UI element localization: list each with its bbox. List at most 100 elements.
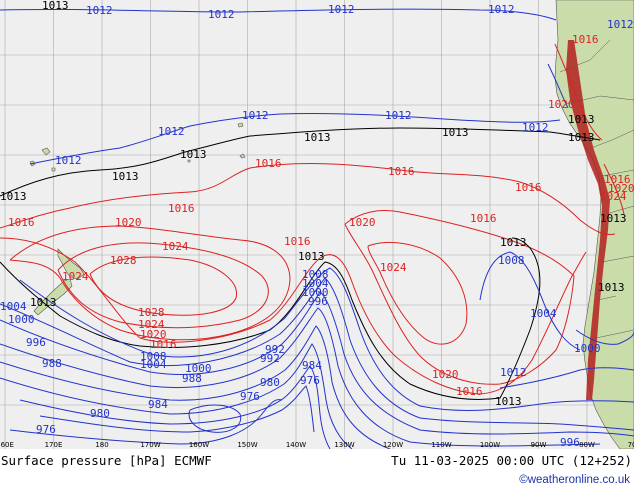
- isobar-label-low: 1004: [140, 358, 167, 371]
- isobar-label-low: 1004: [302, 277, 329, 290]
- isobar-label-high: 1020: [349, 216, 376, 229]
- map-footer: Surface pressure [hPa] ECMWF Tu 11-03-20…: [0, 449, 634, 490]
- isobar-992: [0, 325, 391, 449]
- isobar-label-low: 1012: [522, 121, 549, 134]
- lon-tick-label: 130W: [334, 441, 354, 449]
- isobar-label-high: 1020: [115, 216, 142, 229]
- isobar-label-normal: 1013: [42, 0, 69, 12]
- lon-tick-label: 120W: [383, 441, 403, 449]
- isobar-label-normal: 1013: [568, 131, 595, 144]
- isobar-label-high: 1016: [572, 33, 599, 46]
- graticule: [0, 0, 634, 449]
- isobar-label-low: 1000: [8, 313, 35, 326]
- isobar-976: [9, 399, 283, 445]
- isobar-label-low: 1012: [158, 125, 185, 138]
- lon-tick-label: 180: [95, 441, 108, 449]
- isobar-label-high: 1024: [600, 190, 627, 203]
- isobar-1016-peru: [554, 43, 603, 141]
- lon-tick-label: 160W: [189, 441, 209, 449]
- isobar-984: [19, 365, 331, 449]
- isobar-label-low: 996: [308, 295, 328, 308]
- isobar-label-low: 984: [302, 359, 322, 372]
- isobar-label-low: 1012: [86, 4, 113, 17]
- isobar-label-normal: 1013: [112, 170, 139, 183]
- isobar-label-normal: 1013: [304, 131, 331, 144]
- country-borders: [559, 39, 634, 339]
- isobar-label-high: 1016: [168, 202, 195, 215]
- isobar-label-low: 1012: [242, 109, 269, 122]
- isobar-label-low: 1004: [0, 300, 27, 313]
- isobar-label-high: 1016: [515, 181, 542, 194]
- isobar-label-low: 1008: [302, 268, 329, 281]
- isobar-label-low: 980: [90, 407, 110, 420]
- isobar-1012-east: [479, 251, 581, 351]
- isobar-label-normal: 1013: [598, 281, 625, 294]
- isobar-label-high: 1020: [140, 328, 167, 341]
- isobar-label-low: 1012: [488, 3, 515, 16]
- isobar-976-low-center: [188, 404, 242, 433]
- isobar-1013-north: [0, 127, 601, 197]
- lon-tick-label: 170W: [140, 441, 160, 449]
- isobar-label-high: 1028: [110, 254, 137, 267]
- isobar-label-low: 988: [182, 372, 202, 385]
- lon-tick-label: 80W: [579, 441, 595, 449]
- pacific-islands: [29, 122, 246, 172]
- low-pressure-isobars: [0, 8, 634, 449]
- isobar-1008: [19, 267, 634, 411]
- isobar-1008-peru: [547, 63, 569, 109]
- isobar-label-low: 988: [42, 357, 62, 370]
- isobar-1028-west: [89, 256, 237, 316]
- isobar-1020-east: [344, 210, 575, 385]
- isobar-label-low: 1008: [140, 350, 167, 363]
- isobar-label-high: 1016: [388, 165, 415, 178]
- isobar-label-normal: 1013: [495, 395, 522, 408]
- isobar-label-normal: 1013: [442, 126, 469, 139]
- isobar-label-low: 976: [300, 374, 320, 387]
- isobar-label-high: 1024: [62, 270, 89, 283]
- isobar-1020-south: [9, 225, 291, 341]
- isobar-label-high: 1020: [608, 182, 634, 195]
- lon-tick-label: 90W: [531, 441, 547, 449]
- lon-tick-label: 170E: [45, 441, 63, 449]
- isobar-1016-north: [0, 163, 616, 235]
- high-pressure-isobars: [0, 43, 625, 395]
- isobar-label-low: 1008: [498, 254, 525, 267]
- isobar-label-low: 992: [260, 352, 280, 365]
- isobar-1000: [0, 291, 634, 437]
- isobar-label-low: 1012: [328, 3, 355, 16]
- isobar-1012-lower: [499, 367, 634, 389]
- isobar-label-low: 1012: [208, 8, 235, 21]
- map-title: Surface pressure [hPa] ECMWF: [1, 453, 212, 468]
- isobar-label-high: 1016: [470, 212, 497, 225]
- isobar-label-high: 1016: [255, 157, 282, 170]
- isobar-label-low: 996: [560, 436, 580, 449]
- credit-link[interactable]: ©weatheronline.co.uk: [519, 474, 630, 486]
- isobar-label-low: 1000: [302, 286, 329, 299]
- isobar-label-high: 1024: [380, 261, 407, 274]
- isobar-label-low: 996: [26, 336, 46, 349]
- isobar-label-high: 1016: [284, 235, 311, 248]
- isobar-1024-west: [57, 242, 269, 329]
- isobar-label-low: 1012: [500, 366, 527, 379]
- isobar-label-low: 1012: [385, 109, 412, 122]
- isobar-1016-south: [0, 237, 587, 395]
- isobar-label-low: 976: [240, 390, 260, 403]
- isobar-1020-andes: [603, 163, 625, 215]
- isobar-label-low: 992: [265, 343, 285, 356]
- isobar-label-high: 1016: [8, 216, 35, 229]
- valid-time: Tu 11-03-2025 00:00 UTC (12+252): [391, 453, 632, 468]
- isobar-1012-upper: [29, 112, 561, 165]
- lon-tick-label: 100W: [480, 441, 500, 449]
- lon-tick-label: 70W: [628, 441, 634, 449]
- isobar-980: [39, 385, 315, 433]
- isobar-label-high: 1016: [604, 173, 631, 186]
- isobar-label-low: 1004: [530, 307, 557, 320]
- isobar-label-low: 984: [148, 398, 168, 411]
- isobar-label-low: 1012: [55, 154, 82, 167]
- isobar-1012-patagonia: [575, 329, 634, 345]
- isobar-label-high: 1028: [138, 306, 165, 319]
- isobar-label-low: 980: [260, 376, 280, 389]
- lon-tick-label: 110W: [431, 441, 451, 449]
- isobar-label-normal: 1013: [0, 190, 27, 203]
- isobar-label-low: 1000: [185, 362, 212, 375]
